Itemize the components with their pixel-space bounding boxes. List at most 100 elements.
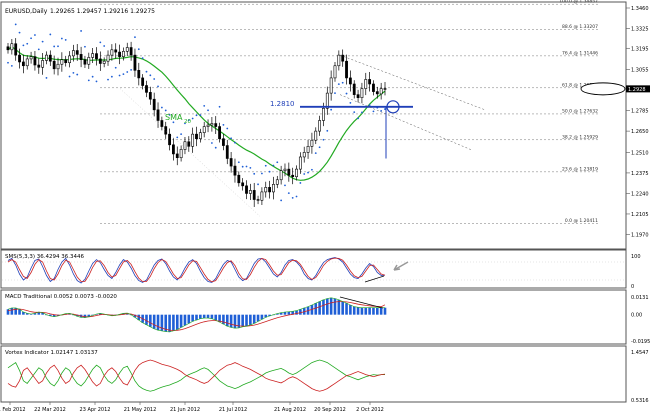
candle-body — [145, 85, 148, 93]
candle-body — [272, 184, 275, 193]
candle-body — [345, 60, 348, 79]
sar-dot — [384, 108, 386, 110]
sar-dot — [60, 37, 63, 40]
macd-bar — [210, 314, 214, 319]
candle-body — [375, 91, 379, 95]
candle-body — [195, 133, 198, 140]
time-axis: 21 Feb 2012 22 Mar 2012 23 Apr 2012 21 May … — [0, 402, 384, 413]
candle-body — [198, 132, 202, 140]
price-tick-label: 1.3460 — [631, 6, 649, 12]
candle-body — [218, 126, 221, 140]
macd-tick-label: 0.0131 — [631, 295, 649, 301]
fib-label: 76.4 @ 1.31446 — [562, 50, 598, 56]
candle-body — [241, 182, 245, 187]
price-tick-label: 1.2650 — [631, 129, 649, 135]
macd-bar — [175, 314, 179, 330]
macd-axis: 0.0131 0.00 -0.0195 — [631, 295, 650, 345]
candle-body — [18, 54, 21, 63]
macd-bar — [206, 314, 210, 319]
macd-bar — [87, 314, 91, 317]
candle-body — [95, 53, 98, 60]
sar-dot — [284, 184, 286, 187]
sar-dot — [291, 196, 294, 199]
candle-body — [129, 47, 133, 56]
time-tick-label: 21 Aug 2012 — [274, 407, 306, 413]
sar-dot — [322, 138, 325, 141]
sar-dot — [318, 146, 321, 149]
candle-body — [306, 146, 310, 153]
macd-bar — [99, 313, 102, 315]
sar-dot — [137, 48, 140, 51]
sar-dot — [330, 108, 333, 111]
macd-bar — [341, 301, 344, 315]
candle-body — [71, 50, 75, 57]
sar-dot — [145, 70, 148, 73]
macd-bar — [164, 314, 168, 332]
sar-dot — [57, 45, 59, 48]
price-tick-label: 1.3195 — [631, 46, 649, 52]
sar-dot — [368, 104, 371, 107]
candles — [6, 38, 387, 207]
candle-body — [41, 60, 45, 68]
time-tick-label: 20 Sep 2012 — [314, 407, 346, 413]
macd-bar — [299, 309, 302, 315]
sar-dot — [245, 165, 248, 168]
macd-bar — [49, 314, 52, 317]
macd-bar — [160, 314, 164, 331]
candle-body — [122, 51, 125, 57]
macd-bar — [202, 314, 206, 319]
vortex-plus-line — [7, 359, 385, 392]
sar-dot — [199, 114, 202, 117]
candle-body — [179, 149, 183, 159]
candle-body — [141, 77, 145, 86]
macd-bar — [183, 314, 187, 326]
macd-bar — [25, 313, 29, 315]
stoch-d-line — [7, 257, 386, 283]
candle-body — [352, 83, 356, 95]
sar-dot — [45, 77, 48, 79]
candle-body — [364, 79, 368, 89]
candle-body — [37, 64, 41, 68]
candle-body — [91, 53, 95, 58]
fib-label: 23.6 @ 1.23819 — [562, 166, 598, 172]
sar-dot — [164, 109, 167, 112]
sar-dot — [272, 164, 275, 167]
sar-dot — [41, 40, 44, 43]
macd-bar — [349, 304, 352, 315]
time-tick-label: 21 May 2012 — [124, 407, 157, 413]
sar-dot — [126, 71, 129, 73]
sar-dot — [276, 161, 279, 164]
stoch-divergence-line — [364, 275, 385, 283]
candle-body — [14, 43, 18, 56]
macd-bar — [364, 307, 368, 315]
sar-dot — [230, 137, 233, 140]
candle-body — [368, 79, 372, 85]
target-circle — [386, 100, 400, 114]
candle-body — [360, 88, 364, 98]
arrow-icon — [393, 261, 409, 271]
macd-bar — [225, 314, 229, 327]
sar-dot — [207, 109, 209, 112]
sar-dot — [172, 121, 175, 124]
sar-dot — [80, 30, 82, 32]
candle-body — [256, 199, 260, 201]
vortex-minus-line — [7, 359, 386, 392]
candle-body — [325, 92, 329, 109]
price-tick-label: 1.2510 — [631, 150, 649, 156]
macd-bar — [187, 314, 191, 324]
sar-dot — [311, 168, 313, 171]
sar-dot — [226, 127, 229, 130]
macd-bar — [149, 314, 152, 327]
candle-body — [229, 158, 233, 167]
macd-bar — [145, 314, 148, 325]
macd-main-line — [7, 297, 385, 333]
sma-label-sub: 20 — [184, 119, 191, 125]
candle-body — [98, 58, 102, 64]
candle-body — [10, 43, 14, 51]
sar-dot — [87, 79, 90, 82]
candle-body — [237, 174, 241, 184]
candle-body — [314, 130, 318, 141]
sar-dot — [180, 133, 183, 136]
macd-bar — [322, 299, 325, 315]
